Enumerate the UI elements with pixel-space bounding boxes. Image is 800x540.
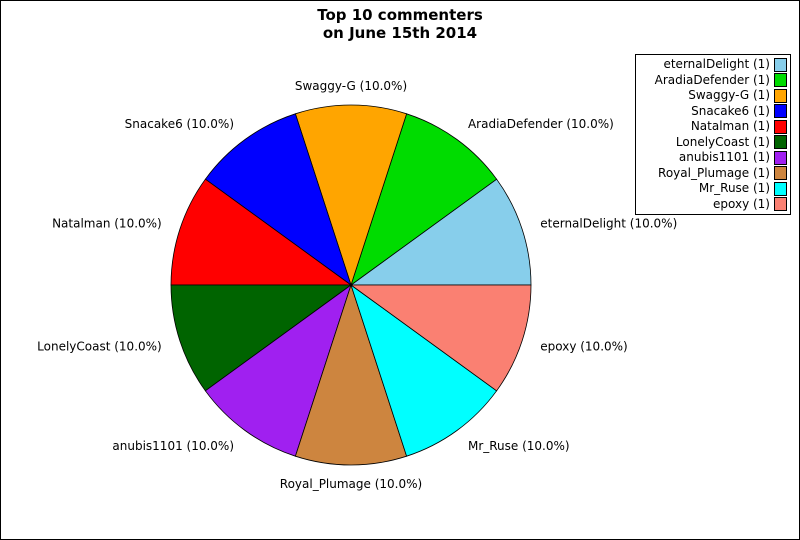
legend-label-anubis1101: anubis1101 (1): [678, 150, 770, 165]
pie-slice-Royal_Plumage: [294, 283, 408, 466]
pie-slice-anubis1101: [204, 283, 352, 457]
legend-swatch-eternalDelight: [774, 57, 787, 72]
legend-swatch-Mr_Ruse: [774, 181, 787, 196]
pie-slice-label-Mr_Ruse: Mr_Ruse (10.0%): [468, 439, 570, 453]
legend-row-eternalDelight: eternalDelight (1): [638, 57, 787, 73]
pie-slice-label-eternalDelight: eternalDelight (10.0%): [540, 217, 677, 231]
legend-swatch-Royal_Plumage: [774, 166, 787, 181]
legend-swatch-LonelyCoast: [774, 135, 787, 150]
legend-label-eternalDelight: eternalDelight (1): [663, 57, 770, 72]
legend-label-Snacake6: Snacake6 (1): [691, 103, 770, 118]
legend-label-AradiaDefender: AradiaDefender (1): [654, 72, 770, 87]
pie-slice-Snacake6: [204, 113, 352, 287]
legend-row-epoxy: epoxy (1): [638, 197, 787, 213]
legend-label-Mr_Ruse: Mr_Ruse (1): [698, 181, 770, 196]
legend-swatch-anubis1101: [774, 150, 787, 165]
legend-label-Swaggy-G: Swaggy-G (1): [688, 88, 770, 103]
legend-label-epoxy: epoxy (1): [713, 196, 770, 211]
pie-slice-label-AradiaDefender: AradiaDefender (10.0%): [468, 117, 614, 131]
pie-slice-Swaggy-G: [294, 104, 408, 287]
pie-slice-Mr_Ruse: [350, 283, 498, 457]
pie-slice-epoxy: [349, 284, 532, 392]
legend-swatch-Snacake6: [774, 104, 787, 119]
pie-slice-Natalman: [170, 178, 353, 286]
legend-swatch-AradiaDefender: [774, 73, 787, 88]
pie-slice-label-LonelyCoast: LonelyCoast (10.0%): [37, 340, 162, 354]
legend-label-LonelyCoast: LonelyCoast (1): [675, 134, 770, 149]
pie-slice-label-Snacake6: Snacake6 (10.0%): [125, 117, 234, 131]
legend-label-Natalman: Natalman (1): [690, 119, 770, 134]
pie-slice-LonelyCoast: [170, 284, 353, 392]
pie-slice-label-Swaggy-G: Swaggy-G (10.0%): [295, 79, 407, 93]
chart-title: Top 10 commenters on June 15th 2014: [1, 6, 799, 42]
legend-row-Royal_Plumage: Royal_Plumage (1): [638, 166, 787, 182]
legend-row-Snacake6: Snacake6 (1): [638, 104, 787, 120]
pie-slice-label-Natalman: Natalman (10.0%): [52, 217, 162, 231]
legend-row-LonelyCoast: LonelyCoast (1): [638, 135, 787, 151]
legend: eternalDelight (1) AradiaDefender (1) Swag…: [635, 54, 791, 215]
pie-slice-eternalDelight: [349, 178, 532, 286]
chart-title-line2: on June 15th 2014: [322, 23, 478, 42]
pie-slice-AradiaDefender: [350, 113, 498, 287]
legend-row-AradiaDefender: AradiaDefender (1): [638, 73, 787, 89]
legend-row-Natalman: Natalman (1): [638, 119, 787, 135]
legend-row-Swaggy-G: Swaggy-G (1): [638, 88, 787, 104]
legend-row-Mr_Ruse: Mr_Ruse (1): [638, 181, 787, 197]
legend-label-Royal_Plumage: Royal_Plumage (1): [658, 165, 770, 180]
pie-slice-label-anubis1101: anubis1101 (10.0%): [112, 439, 234, 453]
chart-title-line1: Top 10 commenters: [317, 6, 483, 24]
legend-swatch-epoxy: [774, 197, 787, 212]
legend-swatch-Natalman: [774, 119, 787, 134]
legend-row-anubis1101: anubis1101 (1): [638, 150, 787, 166]
pie-slice-label-epoxy: epoxy (10.0%): [540, 340, 627, 354]
legend-swatch-Swaggy-G: [774, 88, 787, 103]
pie-slice-label-Royal_Plumage: Royal_Plumage (10.0%): [280, 477, 422, 491]
